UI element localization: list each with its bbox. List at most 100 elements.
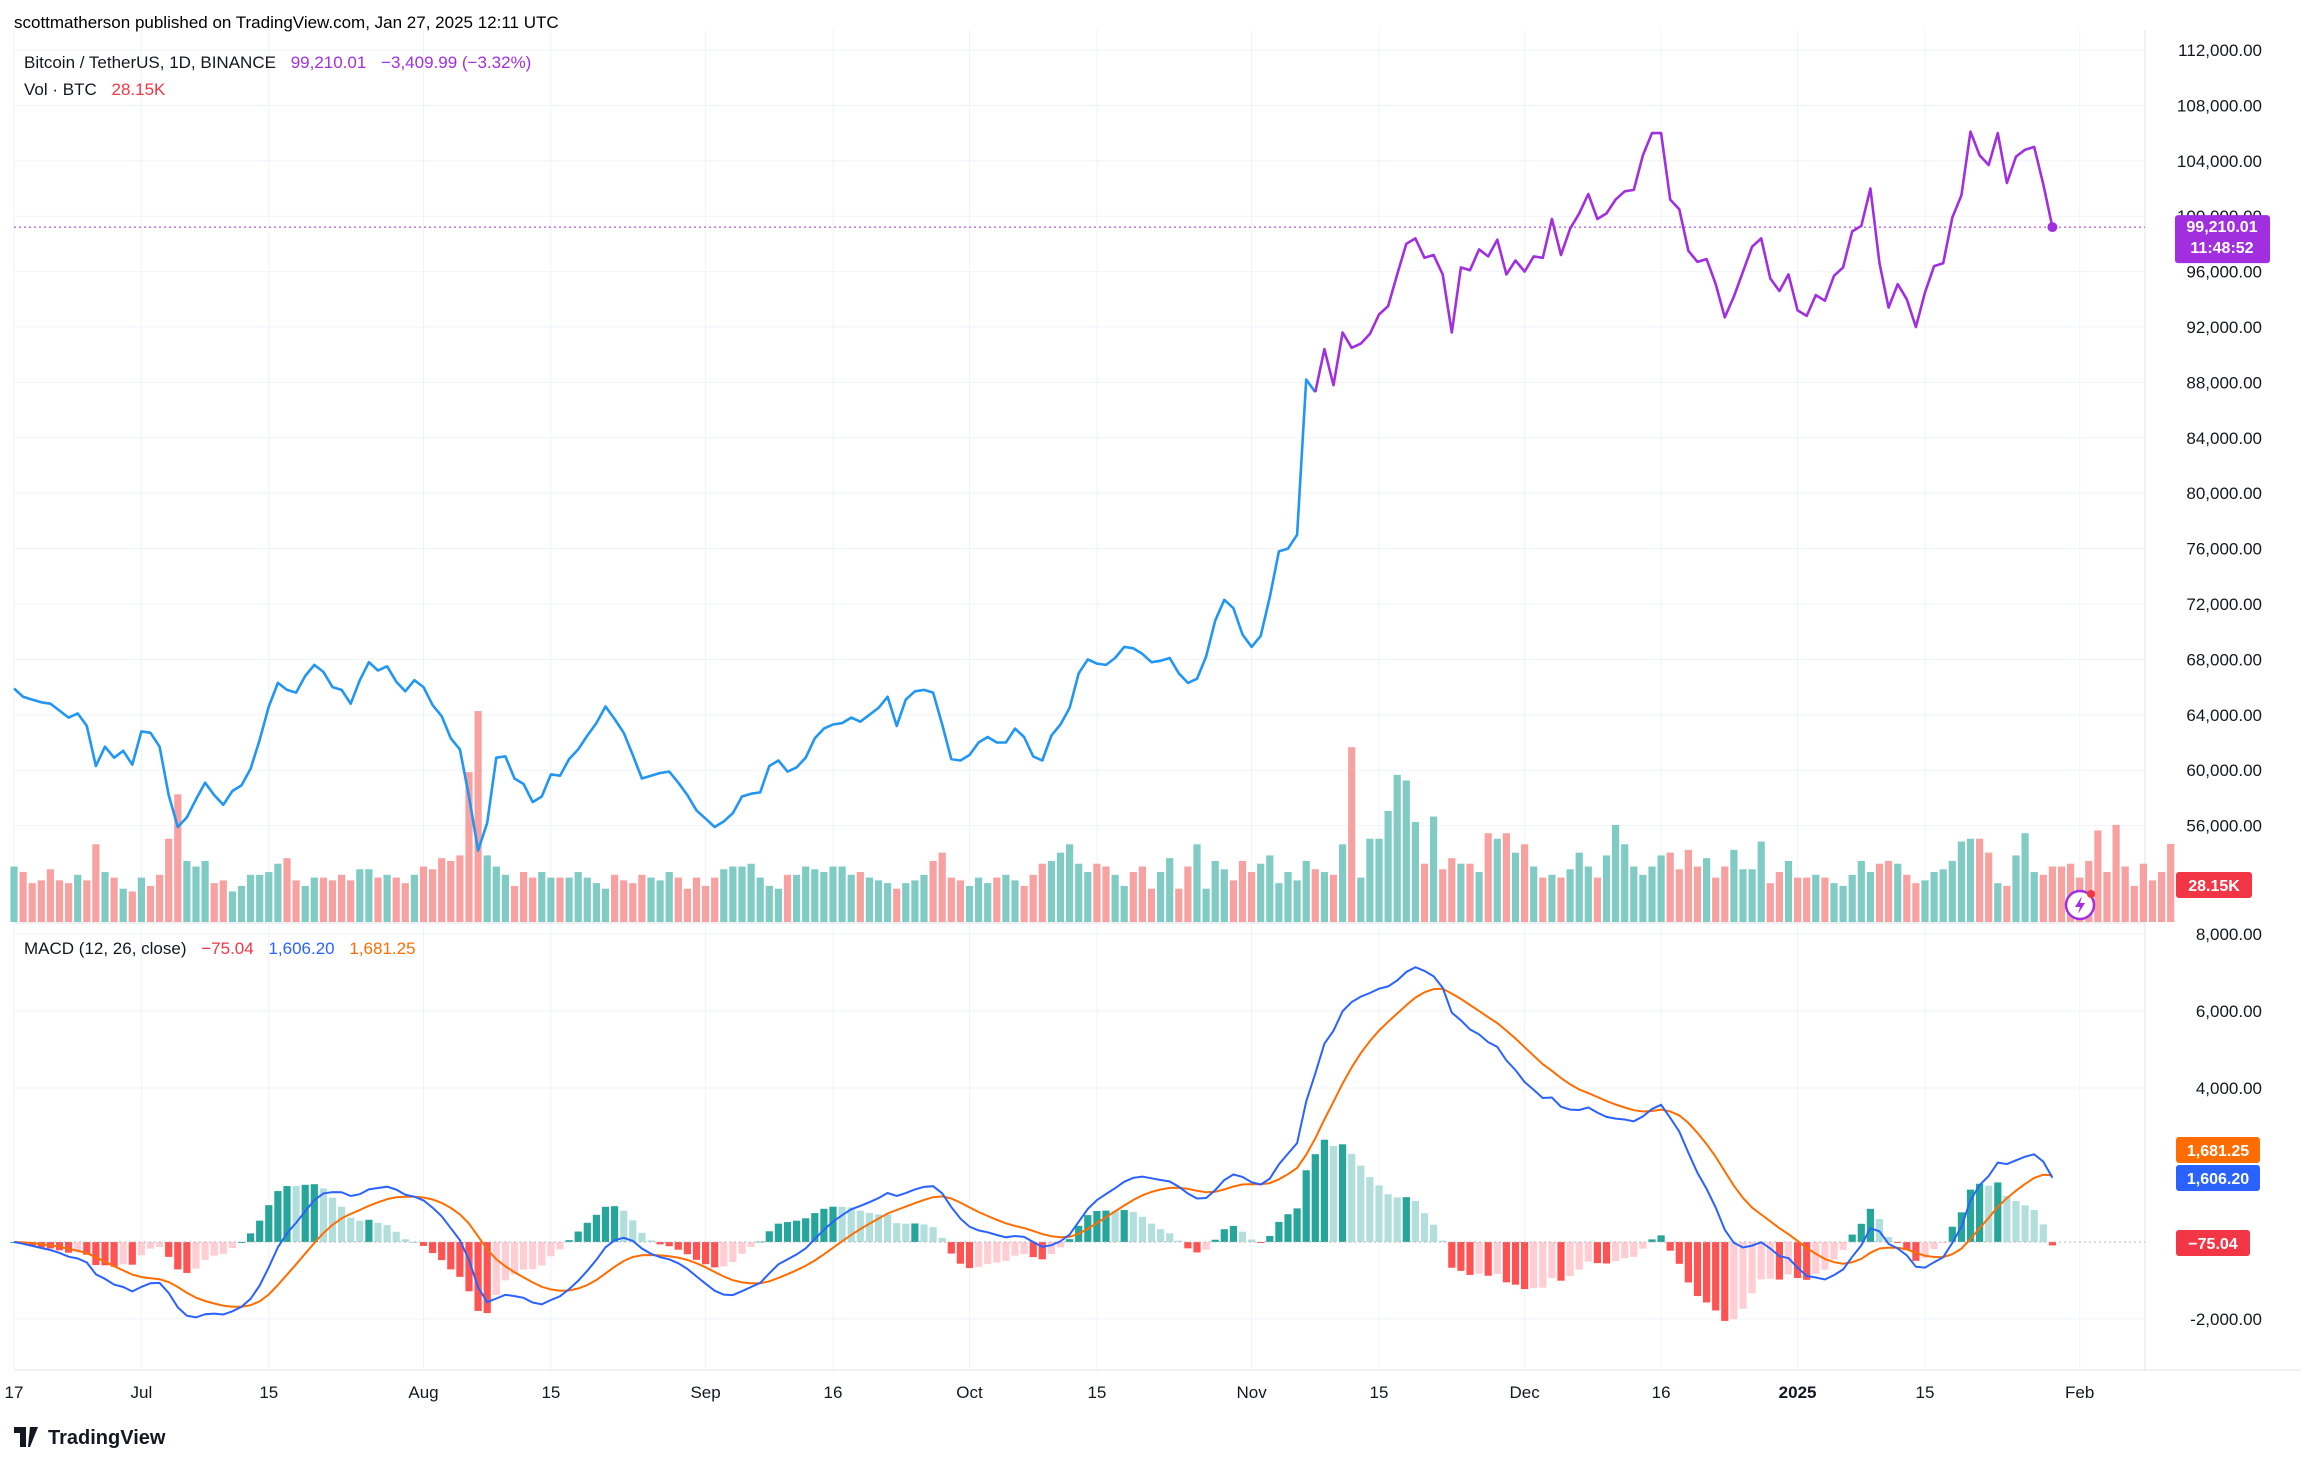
macd-hist-bar (1266, 1235, 1274, 1242)
macd-hist-bar (1430, 1224, 1438, 1242)
macd-hist-bar (1411, 1200, 1419, 1242)
volume-bar (874, 880, 883, 922)
macd-hist-bar (1311, 1154, 1319, 1242)
volume-bar (510, 885, 519, 922)
tradingview-logo[interactable]: TradingView (14, 1427, 166, 1449)
macd-hist-bar (1229, 1225, 1237, 1242)
volume-bar (738, 866, 746, 922)
volume-bar (720, 869, 728, 922)
macd-hist-bar (1666, 1242, 1674, 1251)
volume-bar (583, 877, 591, 922)
volume-bar (410, 874, 418, 922)
macd-hist-bar (474, 1242, 482, 1311)
volume-bar (629, 883, 637, 922)
volume-bar (347, 880, 355, 922)
volume-bar (137, 877, 145, 922)
grid-lines (13, 30, 2145, 1370)
volume-bar (1420, 863, 1429, 922)
volume-bar (1266, 855, 1274, 922)
macd-hist-bar (1621, 1242, 1629, 1259)
macd-hist-bar (1985, 1185, 1993, 1242)
volume-bar (1712, 877, 1720, 922)
macd-hist-bar (1220, 1229, 1228, 1242)
macd-hist-bar (1575, 1242, 1583, 1270)
volume-bar (1703, 858, 1711, 922)
volume-bar (1675, 869, 1683, 922)
volume-bar (283, 858, 291, 922)
volume-bar (1211, 860, 1219, 922)
macd-hist-bar (902, 1223, 910, 1242)
macd-hist-bar (729, 1242, 737, 1263)
volume-bar (692, 877, 701, 922)
price-tick-label: 112,000.00 (2178, 41, 2262, 60)
volume-bar (1593, 877, 1601, 922)
macd-hist-bar (1921, 1242, 1929, 1259)
macd-hist-bar (1357, 1165, 1365, 1242)
macd-hist-bar (2003, 1195, 2011, 1242)
macd-hist-bar (1193, 1242, 1201, 1253)
volume-legend[interactable]: Vol · BTC 28.15K (24, 80, 166, 99)
volume-bar (638, 874, 646, 922)
macd-hist-bar (611, 1206, 619, 1242)
volume-bar (865, 877, 873, 922)
volume-bar (365, 869, 373, 922)
macd-hist-bar (1020, 1242, 1028, 1254)
macd-hist-bar (1047, 1242, 1055, 1254)
volume-bar (1502, 833, 1510, 922)
macd-hist-bar (1147, 1223, 1156, 1242)
volume-bar (1666, 852, 1674, 922)
volume-bar (1912, 883, 1920, 922)
volume-bar (1794, 877, 1802, 922)
macd-hist-bar (356, 1220, 364, 1242)
volume-bar (1193, 844, 1201, 922)
time-tick-label: Aug (408, 1383, 438, 1402)
volume-bar (911, 880, 919, 922)
macd-lines (13, 966, 2054, 1319)
volume-bar (383, 874, 391, 922)
macd-hist-bar (1557, 1242, 1565, 1281)
volume-bar (893, 888, 901, 922)
macd-hist-bar (565, 1240, 573, 1242)
volume-bar (2057, 866, 2066, 922)
macd-hist-bar (920, 1224, 928, 1242)
volume-bar (310, 877, 318, 922)
macd-legend[interactable]: MACD (12, 26, close) −75.04 1,606.20 1,6… (24, 939, 416, 958)
macd-hist-bar (1038, 1242, 1046, 1260)
macd-hist-bar (656, 1242, 664, 1245)
volume-bar (1238, 860, 1247, 922)
volume-bar (1257, 863, 1265, 922)
volume-bar (2158, 872, 2166, 922)
macd-hist-bar (1029, 1242, 1037, 1258)
volume-bar (1229, 880, 1237, 922)
macd-signal-value: 1,681.25 (349, 939, 415, 958)
volume-bar (538, 872, 546, 922)
symbol-legend[interactable]: Bitcoin / TetherUS, 1D, BINANCE 99,210.0… (24, 53, 531, 72)
macd-hist-bar (1166, 1233, 1174, 1242)
macd-hist-bar (146, 1242, 155, 1249)
macd-hist-bar (1739, 1242, 1747, 1309)
macd-hist-bar (829, 1206, 837, 1242)
volume-bar (1084, 872, 1092, 922)
volume-bar (183, 860, 191, 922)
macd-hist-bar (110, 1242, 118, 1267)
volume-bar (665, 872, 673, 922)
macd-hist-bar (1248, 1239, 1256, 1242)
macd-hist-bar (1420, 1213, 1429, 1242)
macd-hist-bar (629, 1220, 637, 1242)
lightning-icon[interactable] (2064, 889, 2096, 921)
volume-bar (1357, 877, 1365, 922)
macd-hist-bar (101, 1242, 109, 1266)
macd-hist-bar (1657, 1235, 1665, 1242)
volume-bar (1029, 874, 1037, 922)
volume-bar (1311, 869, 1319, 922)
time-tick-label: Nov (1236, 1383, 1267, 1402)
macd-hist-bar (1857, 1223, 1865, 1242)
volume-bar (110, 877, 118, 922)
legend-price: 99,210.01 (291, 53, 367, 72)
macd-hist-bar (465, 1242, 473, 1292)
macd-hist-value: −75.04 (201, 939, 253, 958)
volume-bar (1930, 872, 1938, 922)
macd-hist-bar (328, 1197, 337, 1242)
macd-hist-bar (993, 1242, 1001, 1263)
